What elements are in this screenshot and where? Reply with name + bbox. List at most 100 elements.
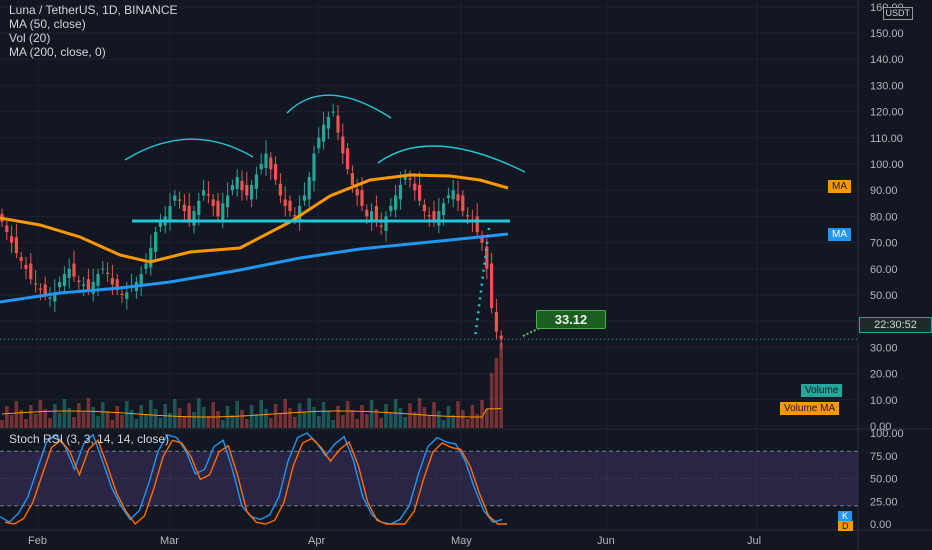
price-callout[interactable]: 33.12 [536, 310, 606, 329]
volume-bar [120, 415, 124, 428]
volume-bar [494, 358, 499, 428]
volume-bar [461, 410, 465, 428]
volume-bar [369, 400, 374, 428]
volume-bar [427, 416, 431, 428]
candle [427, 207, 431, 227]
ma50-tag: MA [828, 180, 851, 193]
volume-bar [273, 404, 278, 428]
volume-bar [182, 417, 187, 428]
candle-body [178, 199, 182, 201]
candle [480, 230, 484, 251]
candle-body [226, 195, 230, 208]
candle [134, 276, 138, 299]
candles [0, 103, 503, 350]
stoch-tick-label: 50.00 [870, 474, 898, 486]
volume-bar [413, 412, 417, 428]
volume-bars [0, 343, 503, 428]
currency-badge[interactable]: USDT [882, 7, 913, 20]
candle-body [110, 277, 114, 285]
volume-bar [437, 411, 441, 428]
candle-body [355, 188, 359, 196]
candle-body [422, 204, 426, 212]
candle-body [346, 148, 350, 170]
volume-bar [221, 420, 225, 428]
candle-body [197, 200, 201, 216]
candle [336, 105, 340, 141]
candle [461, 190, 465, 217]
volume-bar [86, 398, 91, 428]
candle-body [490, 263, 494, 309]
candle [158, 213, 162, 233]
candle-body [221, 203, 225, 221]
candle-body [19, 257, 23, 261]
candle [14, 224, 18, 259]
candle [269, 152, 273, 180]
candle [29, 253, 33, 285]
candle [202, 179, 206, 201]
volume-bar [101, 402, 105, 428]
candle-body [254, 174, 258, 189]
candle-body [91, 281, 95, 294]
volume-bar [134, 419, 139, 428]
price-tick-label: 30.00 [870, 342, 898, 354]
candle [490, 253, 494, 314]
volume-bar [398, 408, 403, 428]
candle [91, 268, 95, 302]
time-tick-label: Jun [597, 535, 615, 547]
candle [379, 212, 383, 235]
candle-body [274, 164, 278, 180]
volume-bar [19, 410, 23, 428]
legend-stoch: Stoch RSI (3, 3, 14, 14, close) [9, 432, 170, 446]
pattern-annotations [124, 94, 547, 339]
candle [494, 298, 498, 340]
candle-body [427, 215, 431, 217]
volume-bar [480, 400, 484, 428]
candle [422, 199, 426, 220]
candle [384, 211, 388, 242]
candle [72, 250, 76, 282]
candle-body [298, 205, 302, 221]
stoch-band [0, 451, 858, 506]
candle-body [139, 274, 143, 286]
candle-body [278, 183, 282, 196]
candle-body [341, 136, 345, 154]
candle [341, 123, 345, 164]
candle-body [374, 205, 378, 222]
volume-bar [187, 403, 191, 428]
volume-bar [249, 405, 254, 428]
stoch-tick-label: 100.00 [870, 428, 904, 440]
legend-ma200: MA (200, close, 0) [9, 45, 106, 59]
candle-body [259, 164, 263, 170]
volume-bar [105, 411, 110, 428]
volume-bar [451, 415, 455, 428]
candle-body [206, 194, 210, 196]
volume-bar [57, 413, 62, 428]
candle-body [461, 195, 465, 212]
candle-body [149, 247, 153, 268]
candle [96, 268, 100, 297]
candle [389, 198, 393, 217]
volume-bar [403, 417, 407, 428]
volume-bar [62, 399, 67, 428]
candle [312, 145, 316, 192]
legend-ma50: MA (50, close) [9, 17, 86, 31]
volume-bar [38, 400, 43, 428]
volume-bar [475, 414, 479, 428]
candle [408, 170, 412, 188]
candle-body [43, 284, 47, 295]
candle-body [106, 272, 110, 275]
candle [302, 182, 306, 206]
volume-bar [384, 404, 388, 428]
candle-body [437, 211, 441, 226]
volume-bar [355, 419, 359, 428]
price-tick-label: 140.00 [870, 54, 904, 66]
candle-body [442, 203, 446, 216]
volume-bar [240, 410, 244, 428]
candle [283, 186, 287, 217]
volume-bar [211, 402, 215, 428]
candle-body [494, 312, 498, 332]
candle-body [466, 215, 470, 217]
volume-bar [259, 400, 263, 428]
volume-bar [432, 402, 436, 428]
